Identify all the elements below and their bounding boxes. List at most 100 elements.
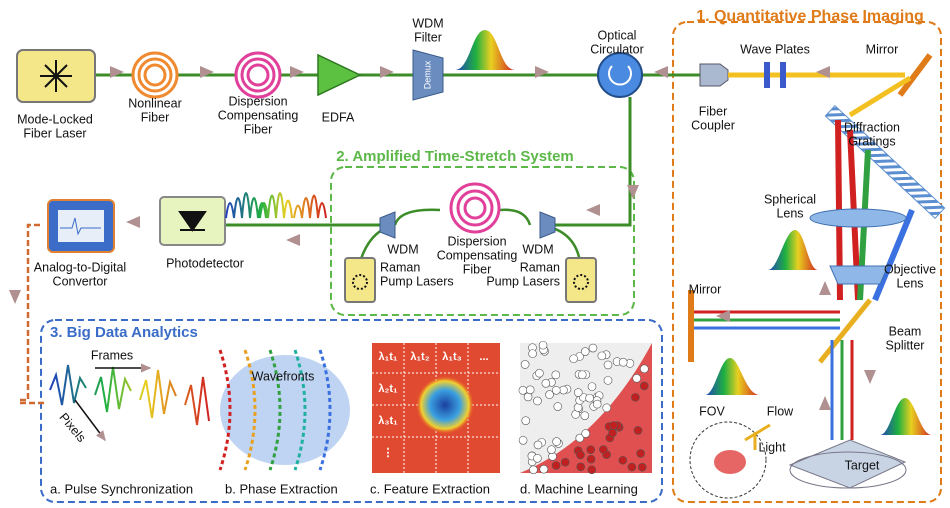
- label: Pixels: [56, 410, 88, 445]
- label: λ₃t₁: [378, 415, 398, 427]
- label: Target: [845, 458, 880, 472]
- label: Diffraction: [844, 120, 900, 134]
- cell: [618, 455, 628, 465]
- cell: [639, 381, 649, 391]
- label: 3. Big Data Analytics: [50, 324, 198, 341]
- label: Beam: [889, 324, 922, 338]
- cell: [618, 357, 628, 367]
- cell: [587, 382, 597, 391]
- label: Filter: [414, 30, 442, 44]
- label: d. Machine Learning: [520, 481, 638, 496]
- label: Fiber: [141, 110, 169, 124]
- label: b. Phase Extraction: [225, 481, 338, 496]
- cell: [640, 364, 649, 374]
- label: Mirror: [866, 42, 899, 56]
- label: 1. Quantitative Phase Imaging: [696, 8, 924, 25]
- cell: [588, 343, 598, 353]
- cell: [580, 411, 590, 420]
- cell: [569, 354, 578, 364]
- label: Photodetector: [166, 256, 244, 270]
- label: Fiber: [463, 262, 491, 276]
- cell: [575, 433, 585, 443]
- label: Light: [758, 440, 786, 454]
- cell: [586, 445, 596, 454]
- cell: [592, 399, 602, 409]
- label: Dispersion: [228, 94, 287, 108]
- cell: [587, 465, 597, 475]
- cell: [637, 462, 647, 472]
- label: Wavefronts: [252, 369, 315, 383]
- cell: [603, 360, 613, 370]
- cell: [573, 388, 583, 397]
- cell: [529, 465, 538, 475]
- cell: [632, 374, 642, 383]
- cell-dots: [518, 340, 649, 475]
- label: FOV: [699, 404, 725, 418]
- cell: [541, 379, 551, 388]
- cell: [597, 351, 607, 361]
- label: Splitter: [886, 338, 925, 352]
- cell: [533, 440, 543, 450]
- cell: [633, 426, 643, 435]
- cell: [533, 396, 542, 406]
- cell: [636, 449, 645, 458]
- label: Compensating: [218, 108, 299, 122]
- cell: [627, 462, 637, 472]
- label: Circulator: [590, 42, 644, 56]
- cell: [518, 435, 528, 445]
- cell: [581, 429, 590, 438]
- label: Fiber: [244, 122, 272, 136]
- label: λ₁t₁: [379, 351, 398, 363]
- cell: [577, 370, 587, 380]
- label: Demux: [422, 60, 432, 89]
- cell: [520, 360, 530, 369]
- label: EDFA: [322, 110, 355, 124]
- label: Fiber Laser: [23, 126, 86, 140]
- label: Mode-Locked: [17, 112, 93, 126]
- cell: [576, 462, 585, 472]
- cell: [585, 393, 594, 403]
- cell: [586, 454, 596, 464]
- label: Coupler: [691, 118, 735, 132]
- cell: [518, 386, 528, 395]
- label: c. Feature Extraction: [370, 481, 490, 496]
- label: λ₁t₂: [410, 351, 429, 363]
- cell: [551, 385, 561, 395]
- cell: [535, 368, 544, 378]
- label: WDM: [412, 16, 443, 30]
- cell: [603, 376, 613, 385]
- cell: [602, 403, 612, 413]
- cell: [523, 392, 533, 402]
- cell: [599, 445, 608, 454]
- cell: [551, 461, 561, 470]
- label: Optical: [598, 28, 637, 42]
- label: Spherical: [764, 192, 816, 206]
- label: a. Pulse Synchronization: [50, 481, 193, 496]
- cell: [538, 340, 548, 350]
- label: Wave Plates: [740, 42, 810, 56]
- label: ⋮: [383, 447, 394, 459]
- cell: [580, 347, 590, 356]
- label: 2. Amplified Time-Stretch System: [336, 148, 574, 165]
- cell: [547, 445, 556, 454]
- cell: [525, 385, 535, 395]
- label: λ₁t₃: [442, 351, 461, 363]
- label: Nonlinear: [128, 96, 182, 110]
- label: Lens: [896, 276, 923, 290]
- cell: [533, 453, 542, 463]
- cell: [551, 370, 561, 380]
- label: Objective: [884, 262, 936, 276]
- label: Compensating: [437, 248, 518, 262]
- cell: [576, 450, 585, 460]
- label: Convertor: [53, 274, 108, 288]
- label: WDM: [522, 242, 553, 256]
- label: Pump Lasers: [380, 274, 454, 288]
- label: λ₂t₁: [378, 383, 398, 395]
- label: Fiber: [699, 104, 727, 118]
- label: Gratings: [848, 134, 895, 148]
- label: Raman: [520, 260, 560, 274]
- layout: [9, 21, 946, 503]
- label: WDM: [387, 242, 418, 256]
- label: Lens: [776, 206, 803, 220]
